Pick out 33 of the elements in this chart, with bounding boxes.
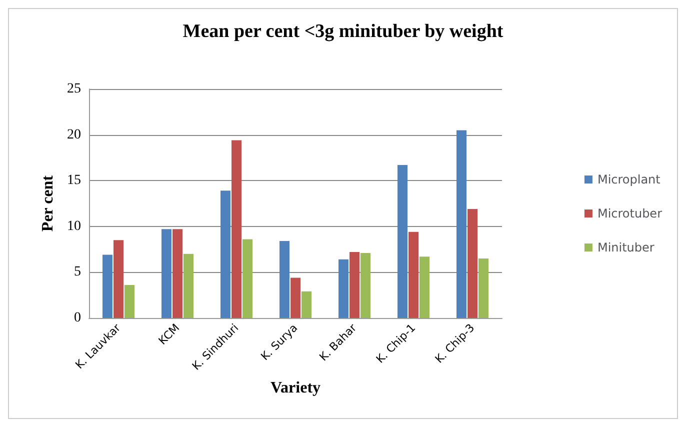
bar	[350, 252, 360, 318]
legend-label: Microplant	[597, 172, 661, 186]
y-tick-label: 5	[74, 264, 81, 280]
bar	[172, 229, 182, 318]
bar	[468, 208, 478, 318]
bar	[398, 165, 408, 318]
y-tick-label: 15	[67, 173, 81, 188]
legend-label: Minituber	[597, 240, 654, 254]
bar	[290, 278, 300, 318]
bar	[360, 252, 370, 318]
chart-title: Mean per cent <3g minituber by weight	[182, 21, 504, 42]
y-tick-label: 0	[74, 310, 81, 326]
bar	[478, 258, 488, 318]
bar	[242, 239, 252, 318]
y-tick-label: 20	[67, 127, 81, 142]
bar	[102, 254, 112, 318]
bar	[232, 140, 242, 318]
bar	[408, 232, 418, 318]
x-axis-title: Variety	[270, 380, 321, 396]
y-tick-label: 10	[67, 218, 81, 234]
bar	[114, 240, 124, 318]
bar	[220, 190, 230, 318]
bar	[420, 256, 430, 318]
bar	[124, 285, 134, 318]
bar	[456, 130, 466, 318]
bar	[280, 241, 290, 318]
bar	[162, 229, 172, 318]
y-axis-title: Per cent	[40, 174, 57, 232]
legend-label: Microtuber	[597, 206, 662, 220]
y-tick-label: 25	[67, 82, 81, 96]
bar	[184, 254, 194, 318]
bar	[338, 259, 348, 318]
bar	[302, 291, 312, 318]
